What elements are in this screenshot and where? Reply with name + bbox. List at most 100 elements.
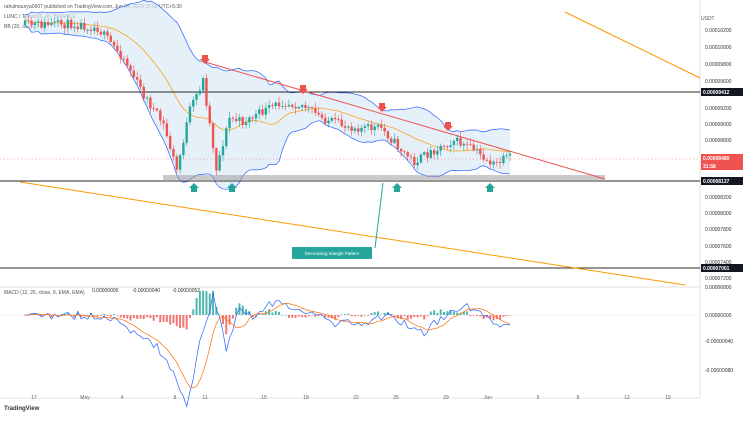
candle-body [399, 148, 403, 152]
candle-body [489, 160, 492, 165]
y-tick-label: 0.00008800 [705, 138, 732, 144]
macd-histogram-bar [433, 310, 436, 315]
macd-histogram-bar [159, 315, 162, 323]
candle-body [304, 105, 307, 109]
macd-histogram-bar [66, 313, 69, 315]
candle-body [406, 152, 409, 157]
signal-line [24, 303, 511, 389]
macd-histogram-bar [492, 315, 495, 321]
candle-body [33, 22, 37, 26]
candle-body [353, 128, 357, 131]
x-tick-label: 18 [303, 395, 309, 401]
macd-histogram-bar [195, 297, 198, 315]
candle-body [347, 126, 350, 128]
candle-body [139, 79, 142, 87]
candle-body [102, 31, 106, 35]
candle-body [73, 26, 76, 29]
macd-histogram-bar [258, 314, 261, 315]
macd-histogram-bar [139, 315, 142, 319]
candle-body [225, 128, 228, 147]
candle-body [294, 106, 297, 109]
y-tick-label: 0.00007800 [705, 227, 732, 233]
macd-histogram-bar [347, 313, 350, 315]
triangle-resistance [204, 61, 606, 180]
x-tick-label: 15 [261, 395, 267, 401]
candle-body [93, 27, 96, 31]
macd-histogram-bar [235, 307, 238, 315]
macd-histogram-bar [337, 315, 340, 318]
macd-histogram-bar [446, 311, 449, 315]
macd-histogram-bar [221, 315, 224, 325]
candle-body [79, 22, 83, 30]
candle-body [472, 144, 475, 151]
candle-body [324, 117, 327, 124]
x-tick-label: 25 [393, 395, 399, 401]
macd-histogram-bar [278, 311, 281, 315]
macd-histogram-bar [40, 315, 43, 317]
candle-body [327, 120, 330, 124]
x-tick-label: 8 [577, 395, 580, 401]
macd-histogram-bar [443, 311, 446, 315]
macd-histogram-bar [261, 313, 264, 315]
orange-trendline-upper [564, 11, 701, 79]
x-tick-label: 15 [665, 395, 671, 401]
price-tag-label: 0.00007001 [703, 266, 730, 272]
macd-histogram-bar [314, 315, 317, 317]
candle-body [254, 113, 258, 119]
candle-body [281, 106, 284, 107]
candle-body [307, 107, 310, 109]
x-tick-label: Jun [484, 395, 492, 401]
candle-body [370, 124, 373, 131]
candle-body [479, 149, 482, 155]
macd-histogram-bar [205, 291, 208, 315]
macd-histogram-bar [212, 290, 215, 315]
candle-body [201, 78, 205, 91]
candle-body [482, 154, 485, 160]
macd-histogram-bar [439, 309, 442, 315]
candles [23, 15, 512, 176]
candle-body [231, 117, 235, 119]
macd-histogram-bar [172, 315, 175, 324]
price-tag [701, 88, 743, 96]
candle-body [63, 24, 66, 29]
macd-histogram-bar [307, 315, 310, 317]
candle-body [36, 21, 40, 23]
macd-histogram-bar [469, 315, 472, 317]
candle-body [198, 90, 202, 95]
candle-body [69, 19, 73, 29]
price-tag [701, 177, 743, 185]
macd-histogram-bar [373, 312, 376, 315]
macd-histogram-bar [406, 315, 409, 320]
macd-histogram-bar [370, 313, 373, 315]
macd-y-tick: -0.00000080 [705, 368, 733, 374]
x-tick-label: May [80, 395, 90, 401]
candle-body [23, 20, 27, 25]
macd-histogram-bar [132, 315, 135, 319]
candle-body [274, 102, 277, 106]
macd-histogram-bar [50, 315, 53, 318]
callout-text: Decreasing triangle Pattern [305, 251, 360, 256]
candle-body [277, 102, 281, 107]
price-tag-label: 0.00008480 [703, 156, 730, 162]
macd-histogram-bar [377, 311, 380, 315]
macd-pane [0, 290, 700, 408]
candle-body [442, 145, 446, 147]
macd-histogram-bar [509, 315, 511, 316]
candle-body [508, 153, 512, 156]
macd-histogram-bar [403, 315, 406, 316]
candle-body [228, 117, 231, 129]
macd-histogram-bar [24, 315, 26, 316]
macd-histogram-bar [218, 314, 221, 316]
macd-histogram-bar [297, 315, 300, 317]
macd-histogram-bar [360, 315, 363, 317]
candle-body [287, 104, 291, 107]
macd-value: -0.00000052 [172, 288, 200, 294]
macd-histogram-bar [357, 315, 360, 316]
macd-histogram-bar [350, 315, 353, 317]
x-tick-label: 22 [353, 395, 359, 401]
candle-body [172, 148, 175, 157]
candle-body [221, 146, 225, 156]
price-tag-label: 31:58 [703, 164, 716, 170]
macd-histogram-bar [122, 315, 125, 319]
macd-histogram-bar [274, 310, 277, 315]
